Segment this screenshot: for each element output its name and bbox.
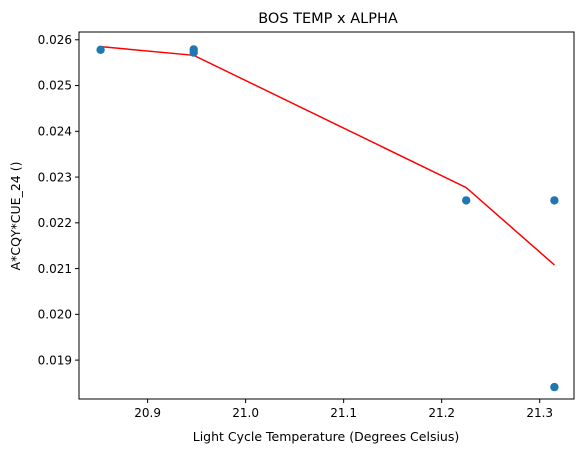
plot-area — [96, 45, 559, 392]
x-tick-label: 21.3 — [526, 406, 553, 420]
y-tick-label: 0.019 — [38, 353, 72, 367]
y-axis-label: A*CQY*CUE_24 () — [8, 162, 23, 271]
data-point — [189, 48, 198, 57]
y-axis-ticks: 0.019 0.020 0.021 0.022 0.023 0.024 0.025 0.026 — [38, 33, 79, 367]
x-axis-ticks: 20.9 21.0 21.1 21.2 21.3 — [134, 399, 553, 420]
x-tick-label: 21.1 — [330, 406, 357, 420]
y-tick-label: 0.021 — [38, 262, 72, 276]
x-tick-label: 20.9 — [134, 406, 161, 420]
y-tick-label: 0.020 — [38, 308, 72, 322]
data-point — [550, 196, 559, 205]
fit-line — [100, 45, 555, 266]
axes-frame — [78, 31, 575, 400]
data-point — [96, 45, 105, 54]
data-point — [550, 382, 559, 392]
x-tick-label: 21.2 — [428, 406, 455, 420]
x-axis-label: Light Cycle Temperature (Degrees Celsius… — [193, 429, 460, 444]
y-tick-label: 0.023 — [38, 170, 72, 184]
y-tick-label: 0.026 — [38, 33, 72, 47]
y-tick-label: 0.022 — [38, 216, 72, 230]
x-tick-label: 21.0 — [232, 406, 259, 420]
y-tick-label: 0.025 — [38, 79, 72, 93]
chart-title: BOS TEMP x ALPHA — [258, 11, 398, 27]
data-point — [462, 196, 471, 205]
y-tick-label: 0.024 — [38, 125, 72, 139]
